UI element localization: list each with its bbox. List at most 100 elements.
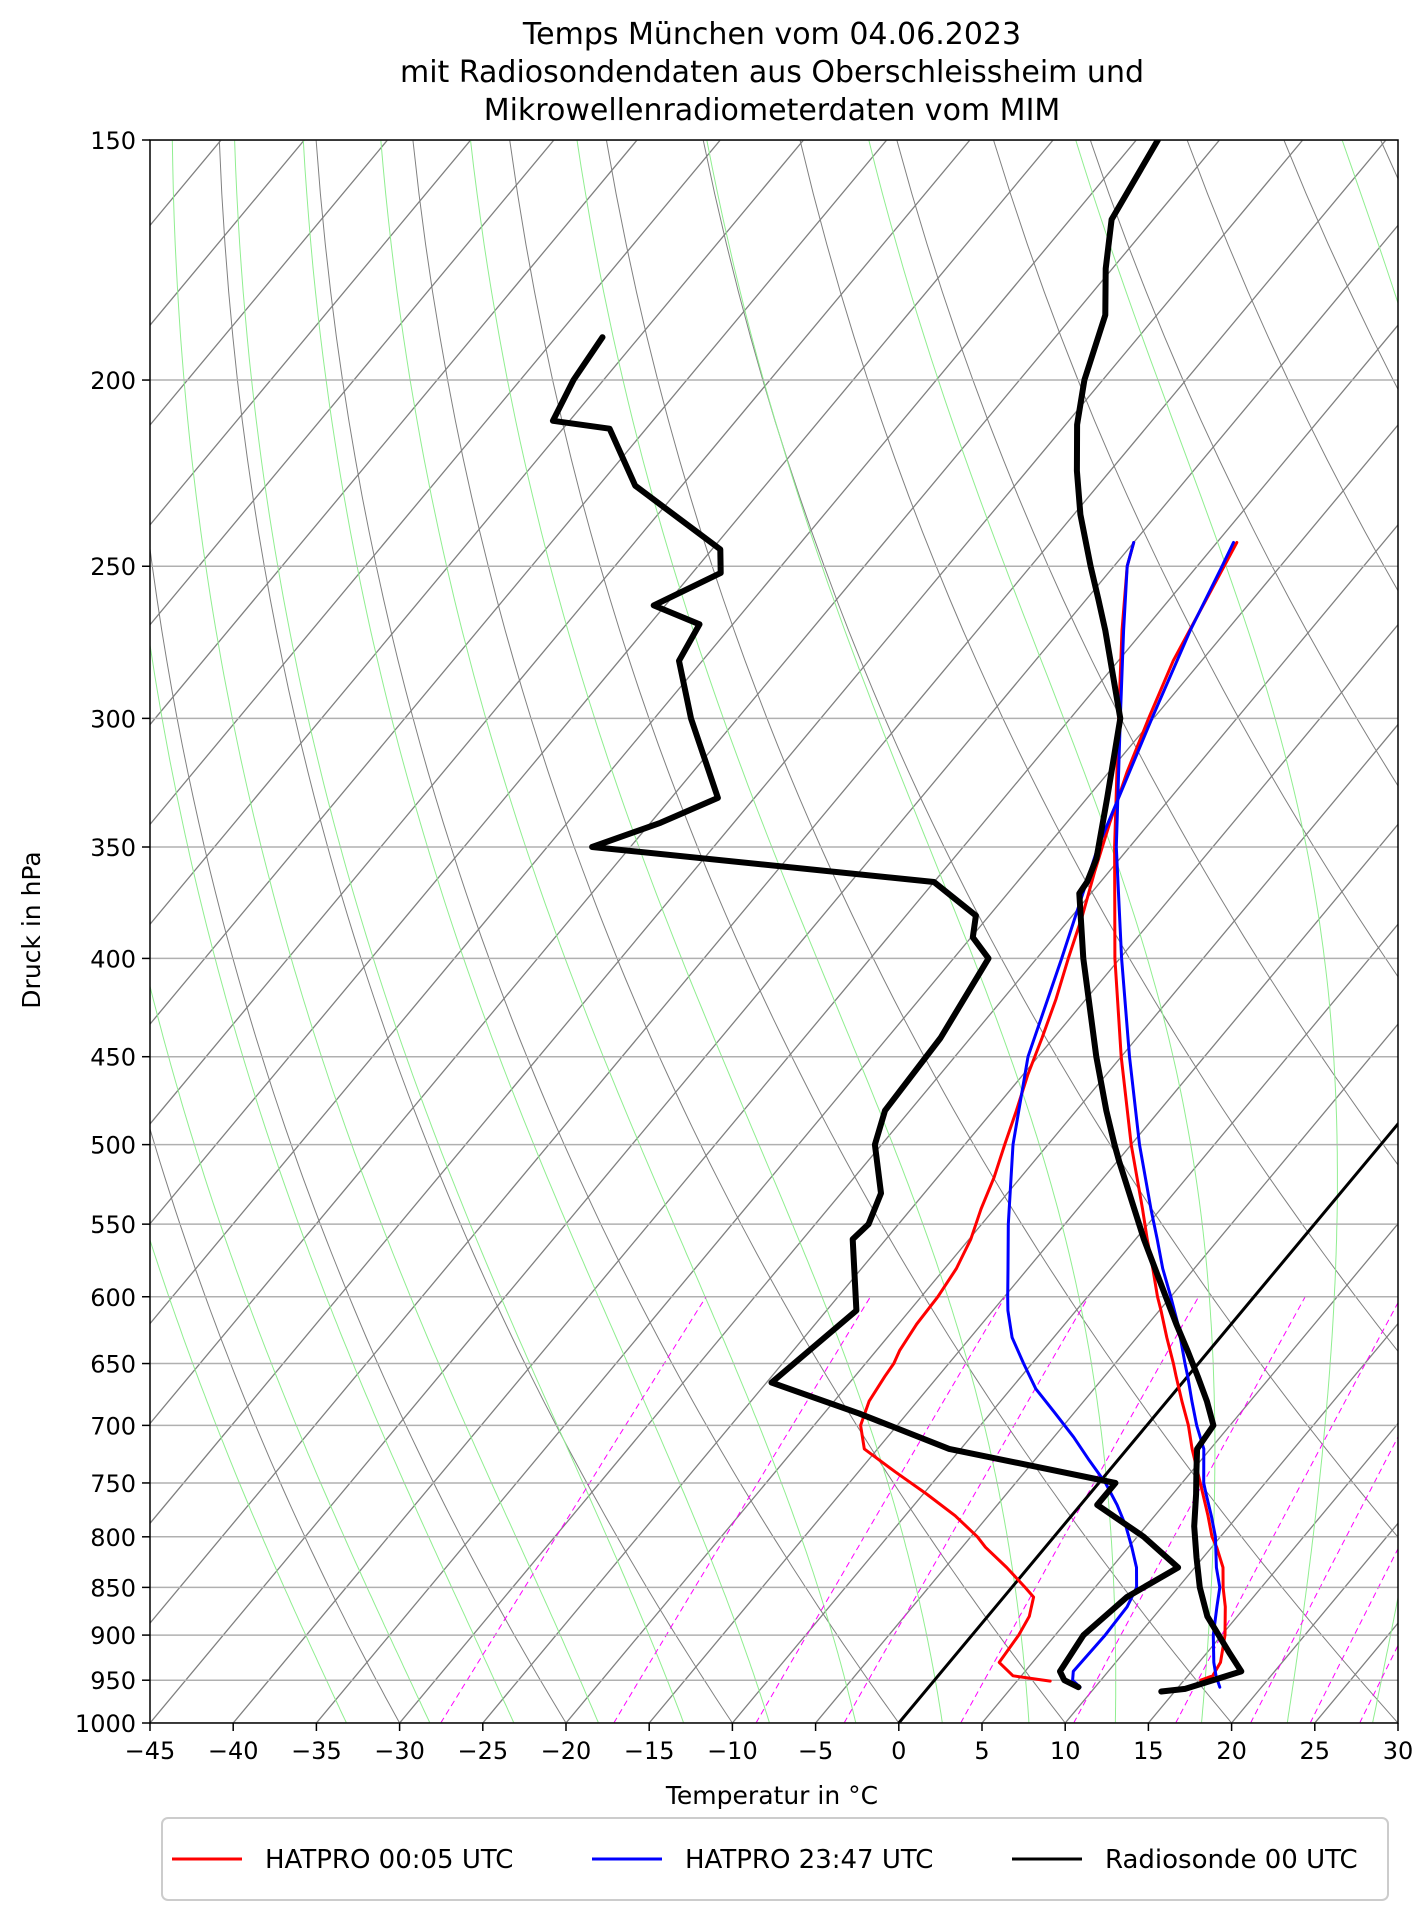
isotherm-line — [565, 723, 1398, 1723]
mixing-ratio-line — [1250, 1435, 1398, 1723]
isotherm-line — [150, 140, 306, 327]
isotherm-line — [150, 140, 389, 427]
y-tick-label: 800 — [90, 1524, 136, 1552]
isotherm-line — [814, 1023, 1398, 1723]
isotherm-line — [1230, 1522, 1398, 1723]
x-tick-label: 30 — [1383, 1737, 1414, 1765]
moist-adiabat-line — [171, 140, 600, 1723]
isotherm-line — [1313, 1622, 1398, 1723]
dry-adiabat-line — [605, 140, 1398, 1723]
moist-adiabat-line — [150, 641, 515, 1723]
x-axis-label: Temperatur in °C — [665, 1781, 878, 1810]
isotherm-line — [150, 140, 1054, 1225]
dry-adiabat-line — [896, 140, 1398, 1166]
y-tick-label: 850 — [90, 1574, 136, 1602]
y-tick-label: 650 — [90, 1351, 136, 1379]
legend-box — [161, 1817, 1389, 1901]
y-tick-label: 150 — [90, 127, 136, 155]
y-axis-label: Druck in hPa — [17, 851, 46, 1008]
radiosonde-temperature-line — [1073, 140, 1245, 1695]
moist-adiabat-line — [706, 140, 1117, 1723]
hatpro-0-temperature-line — [1113, 541, 1227, 1682]
y-tick-label: 1000 — [75, 1710, 136, 1738]
y-tick-label: 350 — [90, 834, 136, 862]
y-tick-label: 900 — [90, 1622, 136, 1650]
y-tick-label: 550 — [90, 1211, 136, 1239]
isotherm-line — [1064, 1322, 1398, 1723]
y-tick-label: 250 — [90, 553, 136, 581]
mixing-ratio-line — [1309, 1547, 1398, 1723]
y-axis: 1000 950 900 850 800 750 700 650 600 550 500 450 400… — [75, 127, 150, 1738]
isotherm-line — [150, 140, 971, 1125]
y-tick-label: 600 — [90, 1284, 136, 1312]
x-tick-label: 15 — [1133, 1737, 1164, 1765]
x-tick-label: 20 — [1216, 1737, 1247, 1765]
isotherm-line — [1147, 1422, 1398, 1723]
dry-adiabat-line — [412, 140, 1066, 1723]
y-tick-label: 950 — [90, 1667, 136, 1695]
mixing-ratio-line — [613, 1296, 871, 1723]
isotherm-line — [150, 140, 888, 1026]
dry-adiabat-line — [150, 545, 567, 1723]
plot-frame — [149, 139, 1399, 1724]
moist-adiabat-line — [576, 140, 1030, 1723]
legend-label: Radiosonde 00 UTC — [1105, 1845, 1358, 1875]
y-tick-label: 500 — [90, 1132, 136, 1160]
moist-adiabat-line — [1341, 140, 1398, 1723]
x-tick-label: −35 — [291, 1737, 342, 1765]
grid-lines — [150, 140, 1398, 1723]
y-tick-label: 200 — [90, 367, 136, 395]
x-tick-label: −40 — [208, 1737, 259, 1765]
isotherm-line — [232, 324, 1398, 1723]
isotherm-line — [648, 823, 1398, 1723]
dry-adiabat-line — [799, 140, 1398, 1353]
isotherm-line — [150, 140, 555, 626]
dry-adiabat-line — [992, 140, 1398, 978]
legend: HATPRO 00:05 UTC HATPRO 23:47 UTC Radioson… — [161, 1817, 1389, 1901]
isotherm-line — [150, 140, 1221, 1425]
dry-adiabat-line — [1186, 140, 1398, 592]
isotherm-line — [150, 140, 638, 726]
chart-title-line-3: Mikrowellenradiometerdaten vom MIM — [484, 93, 1061, 128]
x-tick-label: 5 — [974, 1737, 989, 1765]
isotherm-line — [150, 224, 1398, 1723]
isotherm-line — [1397, 1722, 1398, 1723]
x-tick-label: 10 — [1050, 1737, 1081, 1765]
mixing-ratio-line — [960, 1296, 1200, 1723]
mixing-ratio-line — [843, 1296, 1089, 1723]
mixing-ratio-line — [1359, 1644, 1398, 1723]
dry-adiabat-line — [702, 140, 1398, 1538]
hatpro-0-dewpoint-line — [859, 541, 1239, 1683]
isotherm-line — [150, 140, 722, 826]
dry-adiabat-line — [509, 140, 1233, 1723]
mixing-ratio-line — [1402, 1297, 1427, 1723]
isotherm-line — [150, 140, 1304, 1525]
hatpro-1-temperature-line — [1114, 541, 1222, 1689]
chart-title-line-2: mit Radiosondendaten aus Oberschleisshei… — [400, 55, 1144, 90]
isotherm-line — [150, 140, 1138, 1325]
isotherm-line — [150, 140, 805, 926]
y-tick-label: 700 — [90, 1412, 136, 1440]
isotherm-line — [981, 1222, 1398, 1723]
isotherm-line — [731, 923, 1398, 1723]
legend-label: HATPRO 00:05 UTC — [265, 1845, 513, 1875]
chart-title-line-1: Temps München vom 04.06.2023 — [522, 17, 1021, 52]
isotherm-line — [315, 424, 1398, 1723]
dry-adiabat-line — [1089, 140, 1398, 787]
x-tick-label: −5 — [798, 1737, 833, 1765]
x-tick-label: −15 — [624, 1737, 675, 1765]
isotherm-line — [481, 623, 1398, 1723]
x-tick-label: −45 — [125, 1737, 176, 1765]
x-tick-label: 25 — [1300, 1737, 1331, 1765]
dry-adiabat-line — [150, 1127, 401, 1723]
dry-adiabat-line — [315, 140, 900, 1723]
x-axis: −45 −40 −35 −30 −25 −20 −15 −10 −5 0 5 10 15 20 25 30 — [125, 1723, 1414, 1765]
y-tick-label: 450 — [90, 1044, 136, 1072]
mixing-ratio-line — [440, 1296, 707, 1723]
background-lines — [150, 140, 1427, 1723]
reference-line — [897, 1121, 1398, 1723]
y-tick-label: 300 — [90, 705, 136, 733]
x-tick-label: −20 — [541, 1737, 592, 1765]
x-tick-label: −10 — [707, 1737, 758, 1765]
